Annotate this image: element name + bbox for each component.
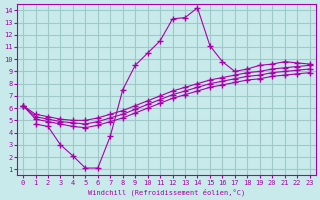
X-axis label: Windchill (Refroidissement éolien,°C): Windchill (Refroidissement éolien,°C) xyxy=(88,188,245,196)
